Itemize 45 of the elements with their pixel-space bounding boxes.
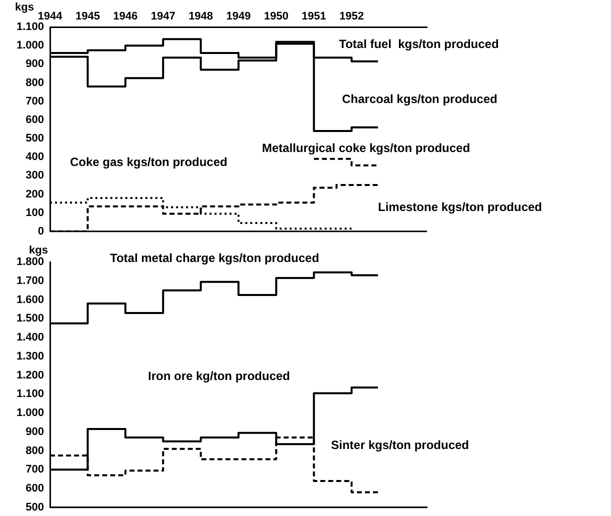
y-tick-label: 1.100 bbox=[16, 21, 44, 34]
y-tick-label: 900 bbox=[26, 426, 44, 438]
y-axis-title: kgs bbox=[15, 2, 34, 14]
y-tick-label: 1.000 bbox=[16, 40, 44, 52]
y-tick-label: 1.000 bbox=[16, 407, 44, 420]
y-tick-label: 1.200 bbox=[16, 369, 44, 382]
y-tick-label: 700 bbox=[26, 464, 44, 476]
x-tick-label: 1951 bbox=[302, 10, 326, 22]
y-tick-label: 500 bbox=[26, 501, 44, 514]
y-tick-label: 200 bbox=[26, 188, 44, 200]
y-tick-label: 100 bbox=[26, 206, 44, 219]
y-tick-label: 600 bbox=[26, 114, 44, 126]
annotation: Total metal charge kgs/ton produced bbox=[110, 251, 320, 265]
x-tick-label: 1948 bbox=[188, 10, 214, 22]
y-tick-label: 0 bbox=[38, 225, 44, 238]
y-tick-label: 500 bbox=[26, 132, 44, 145]
x-tick-label: 1945 bbox=[75, 10, 100, 22]
annotation: Sinter kgs/ton produced bbox=[331, 438, 470, 452]
annotation: Total fuel kgs/ton produced bbox=[339, 37, 499, 51]
annotation: Charcoal kgs/ton produced bbox=[342, 92, 498, 106]
y-tick-label: 1.500 bbox=[16, 312, 44, 325]
annotation: Iron ore kg/ton produced bbox=[148, 369, 290, 383]
y-tick-label: 1.800 bbox=[16, 256, 44, 268]
y-tick-label: 1.700 bbox=[16, 274, 44, 287]
annotation: Coke gas kgs/ton produced bbox=[70, 155, 228, 169]
x-tick-label: 1946 bbox=[113, 10, 138, 22]
y-tick-label: 1.600 bbox=[16, 294, 44, 306]
annotation: Limestone kgs/ton produced bbox=[378, 200, 542, 214]
x-tick-label: 1949 bbox=[226, 10, 251, 22]
y-tick-label: 700 bbox=[26, 95, 44, 108]
x-tick-label: 1944 bbox=[38, 10, 64, 22]
y-axis-title: kgs bbox=[29, 244, 48, 257]
y-tick-label: 400 bbox=[26, 151, 44, 164]
y-tick-label: 1.400 bbox=[16, 332, 44, 344]
y-tick-label: 1.100 bbox=[16, 388, 44, 400]
y-tick-label: 300 bbox=[26, 170, 44, 182]
y-tick-label: 800 bbox=[26, 444, 44, 457]
x-tick-label: 1950 bbox=[264, 10, 288, 22]
x-tick-label: 1952 bbox=[339, 10, 364, 22]
annotation: Metallurgical coke kgs/ton produced bbox=[262, 141, 470, 155]
y-tick-label: 600 bbox=[26, 482, 44, 495]
y-tick-label: 900 bbox=[26, 58, 44, 70]
y-tick-label: 1.300 bbox=[16, 350, 44, 362]
y-tick-label: 800 bbox=[26, 76, 44, 89]
x-tick-label: 1947 bbox=[150, 10, 176, 22]
